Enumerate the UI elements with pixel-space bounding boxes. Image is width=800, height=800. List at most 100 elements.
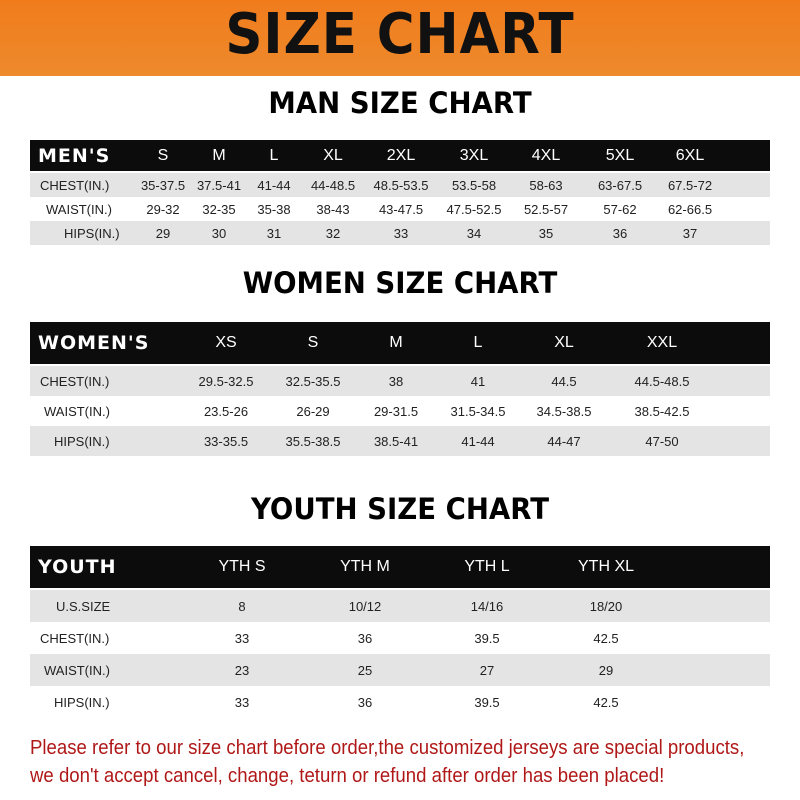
table-cell: 44-47 [547,433,581,449]
table-cell: 47.5-52.5 [446,201,502,217]
table-cell: 23.5-26 [203,403,249,419]
table-cell: 29 [598,662,614,678]
men-title: MAN SIZE CHART [268,86,532,120]
size-header: L [473,334,483,351]
table-row: CHEST(IN.) 29.5-32.5 32.5-35.5 38 41 44.5 44.5… [30,366,770,396]
table-cell: 52.5-57 [523,201,569,217]
table-cell: 27 [479,662,495,678]
size-header: YTH S [218,558,266,575]
table-cell: 47-50 [645,433,679,449]
table-cell: 38.5-42.5 [634,403,690,419]
table-cell: 44.5-48.5 [634,373,690,389]
table-cell: 34.5-38.5 [536,403,592,419]
order-notice: Please refer to our size chart before or… [30,734,746,790]
notice-line: Please refer to our size chart before or… [30,737,745,759]
size-header: S [157,146,169,164]
row-label: WAIST(IN.) [44,662,110,678]
youth-title: YOUTH SIZE CHART [250,492,550,526]
table-cell: 32.5-35.5 [285,373,341,389]
size-header: 6XL [675,146,705,164]
table-cell: 8 [238,598,246,614]
size-header: 3XL [459,146,489,164]
table-header-row: YOUTH YTH S YTH M YTH L YTH XL [30,546,770,588]
table-cell: 25 [357,662,373,678]
table-row: WAIST(IN.) 29-32 32-35 35-38 38-43 43-47.5 47.… [30,197,770,221]
table-row: HIPS(IN.) 33 36 39.5 42.5 [30,686,770,718]
row-label: HIPS(IN.) [64,225,120,241]
table-cell: 32 [325,225,341,241]
table-cell: 29 [155,225,171,241]
header-label: MEN'S [38,144,111,167]
table-cell: 41 [470,373,486,389]
table-cell: 26-29 [296,403,330,419]
table-cell: 30 [211,225,227,241]
table-cell: 36 [357,694,373,710]
table-row: WAIST(IN.) 23.5-26 26-29 29-31.5 31.5-34.5 34… [30,396,770,426]
table-cell: 31 [266,225,282,241]
table-cell: 29-31.5 [373,403,419,419]
size-header: XS [215,334,237,351]
table-cell: 29.5-32.5 [198,373,254,389]
table-cell: 48.5-53.5 [373,177,429,193]
table-cell: 36 [612,225,628,241]
table-cell: 18/20 [589,598,623,614]
table-cell: 23 [234,662,250,678]
row-label: HIPS(IN.) [54,694,110,710]
row-label: WAIST(IN.) [44,403,110,419]
row-label: HIPS(IN.) [54,433,110,449]
table-cell: 29-32 [146,201,180,217]
table-cell: 33 [234,630,250,646]
size-header: M [389,334,403,351]
table-cell: 36 [357,630,373,646]
table-row: CHEST(IN.) 35-37.5 37.5-41 41-44 44-48.5 48.5… [30,173,770,197]
table-row: WAIST(IN.) 23 25 27 29 [30,654,770,686]
table-cell: 62-66.5 [667,201,713,217]
row-label: WAIST(IN.) [46,201,112,217]
size-header: XL [323,146,343,164]
table-cell: 42.5 [593,694,619,710]
header-label: WOMEN'S [38,332,150,354]
table-cell: 57-62 [603,201,637,217]
table-cell: 53.5-58 [451,177,497,193]
size-header: XL [554,334,574,351]
table-row: U.S.SIZE 8 10/12 14/16 18/20 [30,590,770,622]
table-cell: 38 [388,373,404,389]
table-cell: 35.5-38.5 [285,433,341,449]
size-header: XXL [646,334,678,351]
table-cell: 41-44 [461,433,495,449]
table-cell: 39.5 [474,694,500,710]
table-cell: 33 [234,694,250,710]
table-cell: 35-37.5 [140,177,186,193]
table-cell: 37 [682,225,698,241]
table-cell: 44.5 [551,373,577,389]
row-label: CHEST(IN.) [40,177,110,193]
table-cell: 38-43 [316,201,350,217]
table-row: CHEST(IN.) 33 36 39.5 42.5 [30,622,770,654]
table-cell: 39.5 [474,630,500,646]
table-row: HIPS(IN.) 29 30 31 32 33 34 35 36 37 [30,221,770,245]
row-label: U.S.SIZE [56,598,111,614]
women-title: WOMEN SIZE CHART [242,266,558,300]
table-cell: 33-35.5 [203,433,249,449]
size-header: M [212,146,226,164]
page-title: SIZE CHART [225,2,575,67]
table-cell: 63-67.5 [597,177,643,193]
table-cell: 43-47.5 [378,201,424,217]
notice-line: we don't accept cancel, change, teturn o… [30,765,665,787]
size-header: 5XL [605,146,635,164]
table-cell: 58-63 [529,177,563,193]
table-cell: 31.5-34.5 [450,403,506,419]
table-cell: 42.5 [593,630,619,646]
table-header-row: MEN'S S M L XL 2XL 3XL 4XL 5XL 6XL [30,140,770,171]
table-row: HIPS(IN.) 33-35.5 35.5-38.5 38.5-41 41-44 44-… [30,426,770,456]
table-header-row: WOMEN'S XS S M L XL XXL [30,322,770,364]
size-header: 2XL [386,146,416,164]
table-cell: 37.5-41 [196,177,242,193]
table-cell: 44-48.5 [310,177,356,193]
table-cell: 33 [393,225,409,241]
table-cell: 34 [466,225,482,241]
size-header: L [269,146,279,164]
table-cell: 14/16 [470,598,504,614]
header-label: YOUTH [38,556,117,578]
size-header: 4XL [531,146,561,164]
